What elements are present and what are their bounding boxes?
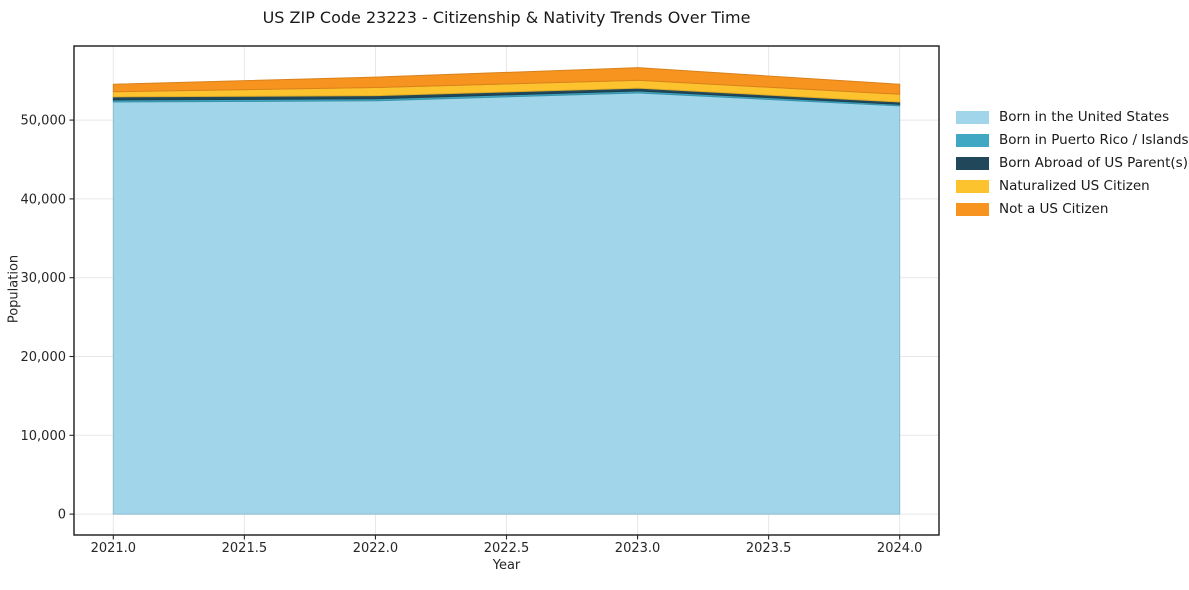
tick-marks	[69, 119, 901, 540]
x-tick-label: 2023.0	[615, 541, 661, 556]
y-tick-label: 20,000	[21, 350, 67, 365]
legend-swatch-icon	[956, 110, 989, 124]
area-series-4	[112, 67, 901, 95]
legend-item: Born Abroad of US Parent(s)	[956, 155, 1189, 171]
legend-label: Born in the United States	[999, 109, 1170, 125]
legend-item: Naturalized US Citizen	[956, 178, 1189, 194]
legend: Born in the United States Born in Puerto…	[956, 109, 1189, 217]
legend-swatch-icon	[956, 156, 989, 170]
x-tick-label: 2022.0	[353, 541, 399, 556]
legend-item: Born in the United States	[956, 109, 1189, 125]
x-tick-label: 2022.5	[484, 541, 530, 556]
y-tick-label: 50,000	[21, 114, 67, 129]
chart-title: US ZIP Code 23223 - Citizenship & Nativi…	[262, 8, 751, 27]
legend-item: Born in Puerto Rico / Islands	[956, 132, 1189, 148]
legend-label: Born Abroad of US Parent(s)	[999, 155, 1188, 171]
area-series-0	[112, 92, 901, 515]
y-axis-label: Population	[6, 254, 22, 324]
y-tick-label: 10,000	[21, 429, 67, 444]
y-tick-label: 40,000	[21, 192, 67, 207]
legend-label: Naturalized US Citizen	[999, 178, 1150, 194]
x-tick-label: 2021.0	[91, 541, 137, 556]
legend-label: Born in Puerto Rico / Islands	[999, 132, 1189, 148]
x-axis-label: Year	[492, 558, 521, 573]
x-tick-label: 2023.5	[746, 541, 792, 556]
x-tick-label: 2021.5	[222, 541, 268, 556]
legend-item: Not a US Citizen	[956, 201, 1189, 217]
legend-swatch-icon	[956, 179, 989, 193]
area-series-group	[112, 67, 901, 515]
legend-label: Not a US Citizen	[999, 201, 1109, 217]
y-tick-label: 30,000	[21, 271, 67, 286]
legend-swatch-icon	[956, 133, 989, 147]
x-tick-label: 2024.0	[877, 541, 923, 556]
tick-labels: 2021.0 2021.5 2022.0 2022.5 2023.0 2023.5 2024…	[21, 114, 923, 556]
legend-swatch-icon	[956, 202, 989, 216]
y-tick-label: 0	[58, 508, 66, 523]
